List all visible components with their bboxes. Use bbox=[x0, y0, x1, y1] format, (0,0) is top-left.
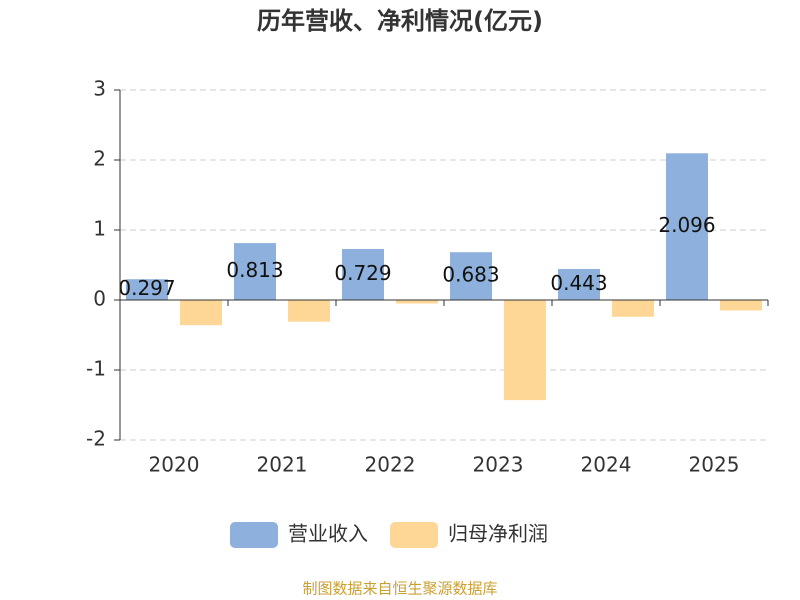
chart-title: 历年营收、净利情况(亿元) bbox=[257, 7, 543, 35]
x-tick-label: 2021 bbox=[257, 453, 308, 477]
bar bbox=[720, 300, 762, 311]
data-label: 0.813 bbox=[226, 258, 283, 282]
bar bbox=[558, 268, 600, 300]
data-label: 0.729 bbox=[334, 261, 391, 285]
x-tick-label: 2025 bbox=[689, 453, 740, 477]
y-tick-label: 0 bbox=[93, 287, 106, 311]
x-tick-label: 2022 bbox=[365, 453, 416, 477]
data-label: 0.683 bbox=[442, 263, 499, 287]
bar bbox=[666, 153, 708, 300]
bar bbox=[342, 248, 384, 300]
x-tick-label: 2023 bbox=[473, 453, 524, 477]
legend-label: 营业收入 bbox=[288, 522, 368, 546]
bar bbox=[450, 252, 492, 300]
y-tick-label: 1 bbox=[93, 217, 106, 241]
bar bbox=[288, 300, 330, 322]
y-tick-label: 2 bbox=[93, 147, 106, 171]
data-label: 0.297 bbox=[118, 276, 175, 300]
bar bbox=[234, 243, 276, 300]
bar bbox=[180, 300, 222, 326]
data-label: 2.096 bbox=[658, 213, 715, 237]
legend-swatch bbox=[390, 522, 438, 548]
y-tick-label: 3 bbox=[93, 77, 106, 101]
bar bbox=[396, 300, 438, 304]
legend-label: 归母净利润 bbox=[448, 522, 548, 546]
source-note: 制图数据来自恒生聚源数据库 bbox=[302, 580, 497, 598]
legend-swatch bbox=[230, 522, 278, 548]
bar bbox=[126, 279, 168, 300]
x-tick-label: 2020 bbox=[149, 453, 200, 477]
data-label: 0.443 bbox=[550, 271, 607, 295]
y-tick-label: -1 bbox=[86, 357, 106, 381]
bar bbox=[504, 300, 546, 401]
bar bbox=[612, 300, 654, 317]
y-tick-label: -2 bbox=[86, 427, 106, 451]
x-tick-label: 2024 bbox=[581, 453, 632, 477]
